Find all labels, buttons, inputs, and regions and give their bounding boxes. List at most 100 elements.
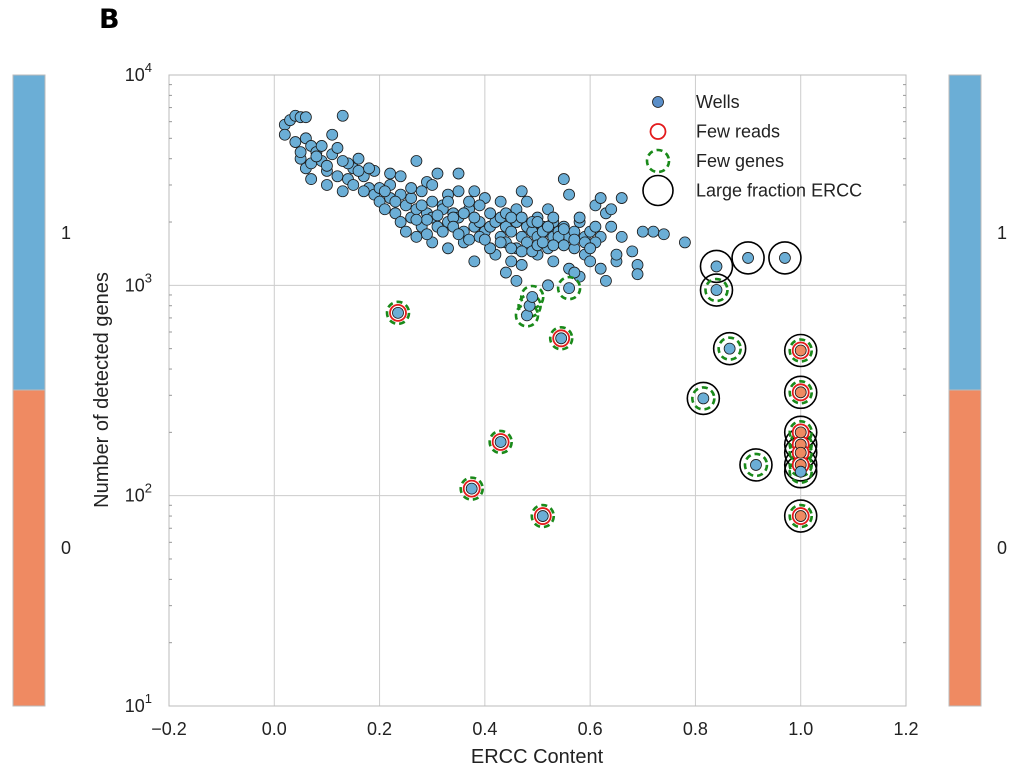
well-point <box>452 185 465 198</box>
well-point <box>431 167 444 180</box>
flagged-well-point <box>465 482 478 495</box>
well-point <box>468 211 481 224</box>
well-point <box>352 164 365 177</box>
well-point <box>331 142 344 154</box>
well-point <box>405 182 418 194</box>
legend-label: Few reads <box>696 122 780 142</box>
well-point <box>536 236 549 249</box>
well-point <box>547 239 560 252</box>
x-tick-label: 1.2 <box>893 719 918 739</box>
well-point <box>410 230 423 243</box>
well-point <box>321 159 333 172</box>
y-tick-label: 101 <box>125 691 152 716</box>
well-point <box>584 255 597 268</box>
well-point <box>436 225 449 238</box>
well-point <box>521 195 533 208</box>
legend-wells-marker <box>652 96 664 108</box>
well-point <box>426 236 439 249</box>
few-genes-ring <box>788 338 814 363</box>
well-point <box>315 140 328 152</box>
well-point <box>505 255 518 268</box>
well-point <box>573 211 586 224</box>
colorbar-right-label: 1 <box>997 223 1007 243</box>
well-point <box>468 255 481 268</box>
flagged-well-point <box>723 342 736 355</box>
flagged-well-point <box>742 252 754 264</box>
well-point <box>615 192 628 204</box>
plot-border <box>168 74 907 707</box>
flagged-well-point <box>794 510 807 522</box>
large-ercc-ring <box>783 375 818 410</box>
x-tick-label: 0.6 <box>578 719 603 739</box>
well-point <box>389 195 402 208</box>
well-point <box>473 199 486 212</box>
well-point <box>426 179 439 191</box>
colorbar-right-segment-1 <box>948 74 982 391</box>
flagged-well-point <box>794 426 807 439</box>
well-point <box>394 170 407 183</box>
flagged-well-point <box>710 260 723 273</box>
few-genes-ring <box>459 476 484 501</box>
well-point <box>515 211 528 224</box>
well-point <box>584 242 597 255</box>
well-point <box>557 223 570 236</box>
x-tick-label: 0.0 <box>262 719 287 739</box>
well-point <box>399 225 412 238</box>
well-point <box>357 185 370 198</box>
colorbar-left-segment-1 <box>12 74 46 391</box>
plot-frame <box>168 74 907 707</box>
well-point <box>321 179 333 191</box>
well-point <box>299 111 312 124</box>
well-point <box>289 136 302 148</box>
x-tick-label: 0.2 <box>367 719 392 739</box>
well-point <box>421 213 433 226</box>
well-point <box>589 220 602 233</box>
few-genes-ring <box>385 300 411 326</box>
well-point <box>415 199 428 212</box>
colorbar-right-label: 0 <box>997 538 1007 558</box>
well-point <box>394 216 407 228</box>
well-point <box>563 188 575 201</box>
well-point <box>494 236 507 249</box>
flagged-well-point <box>794 344 807 357</box>
well-point <box>405 192 418 204</box>
flagged-well-point <box>521 309 533 322</box>
few-genes-ring <box>788 420 814 445</box>
well-point <box>600 274 612 287</box>
few-genes-ring <box>743 452 769 478</box>
well-point <box>515 185 528 198</box>
well-point <box>494 195 507 208</box>
few-genes-ring <box>788 503 814 529</box>
y-tick-label: 103 <box>125 270 152 295</box>
well-point <box>515 245 528 258</box>
large-ercc-ring <box>768 241 802 275</box>
well-point <box>610 248 623 261</box>
well-point <box>278 128 291 141</box>
flagged-well-point <box>779 252 791 264</box>
well-point <box>452 228 465 241</box>
well-point <box>336 185 349 198</box>
well-point <box>410 213 423 226</box>
flagged-well-point <box>794 446 807 459</box>
colorbar-left-label: 1 <box>61 223 71 243</box>
x-tick-label: 1.0 <box>788 719 813 739</box>
legend: Wells Few reads Few genes Large fraction ER… <box>642 92 862 207</box>
few-genes-ring <box>717 336 742 361</box>
well-point <box>647 225 660 238</box>
well-point <box>326 128 339 141</box>
x-tick-label: −0.2 <box>151 719 187 739</box>
colorbar-left-label: 0 <box>61 538 71 558</box>
well-point <box>352 152 365 165</box>
flagged-well-point <box>794 465 807 478</box>
colorbar-left-segment-0 <box>12 389 46 707</box>
well-point <box>463 233 475 246</box>
panel-label: B <box>99 4 120 35</box>
few-genes-ring <box>691 386 716 411</box>
well-point <box>568 266 581 279</box>
few-genes-ring <box>530 503 556 529</box>
well-point <box>294 146 307 158</box>
flagged-well-point <box>750 459 762 471</box>
few-genes-ring <box>548 325 574 351</box>
flagged-well-point <box>563 282 575 295</box>
data-points <box>278 109 818 533</box>
